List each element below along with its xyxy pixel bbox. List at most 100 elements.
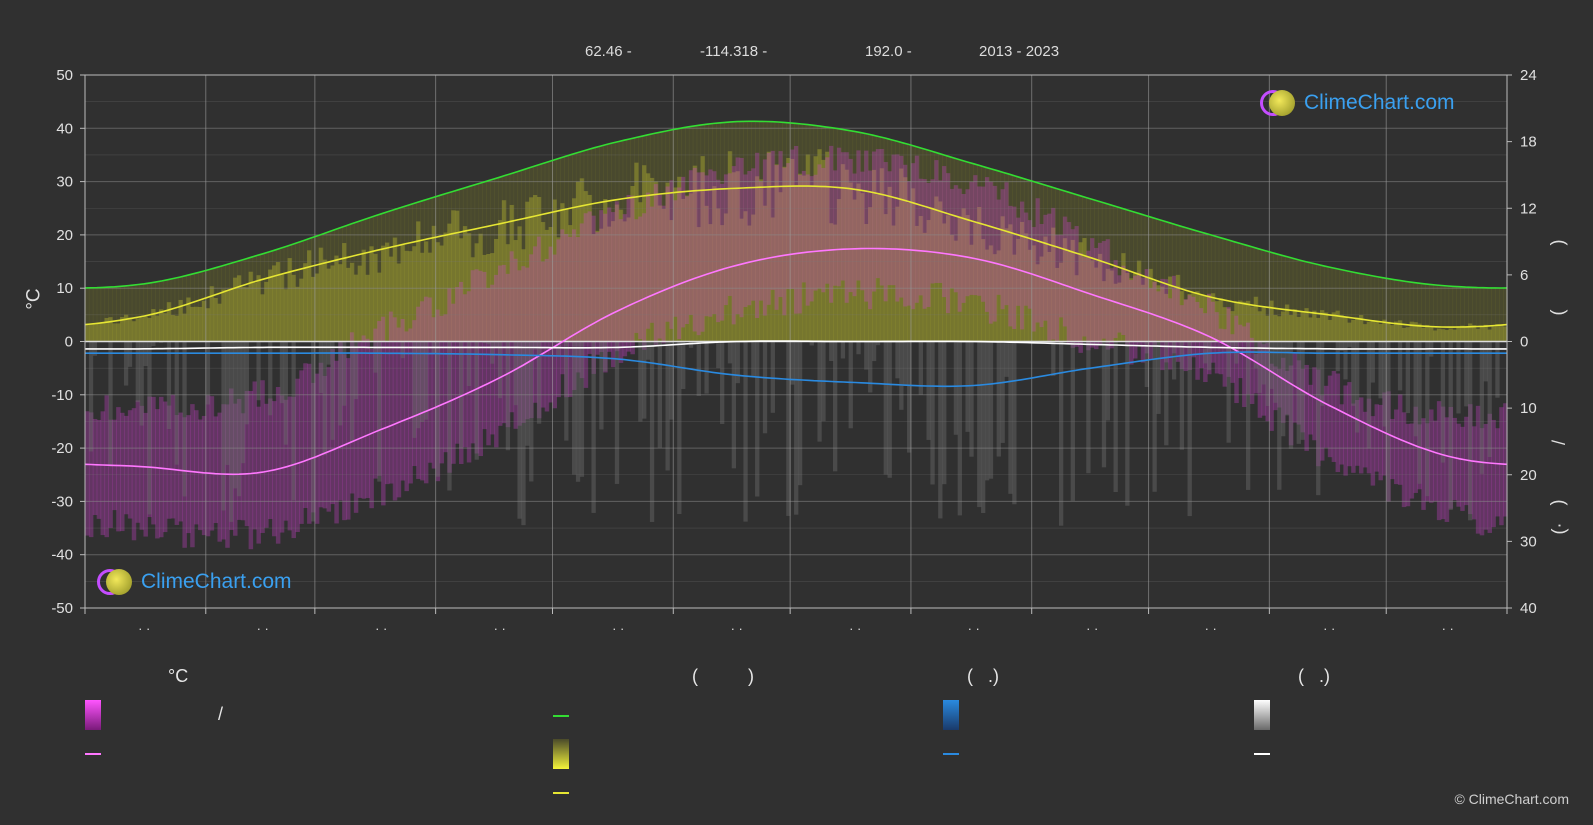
daylight-bar [1218,237,1224,342]
sunshine-bar [778,192,783,342]
sunshine-bar [677,176,682,342]
sunshine-bar [1183,299,1189,342]
precip-bar [1012,341,1017,505]
temp-range-bar [490,284,495,435]
temp-range-bar [1035,198,1041,323]
precip-bar [1171,341,1177,380]
sunshine-bar [642,165,647,342]
precip-bar [1105,341,1111,421]
temp-range-bar [607,207,612,352]
daylight-bar [1382,277,1387,342]
sunshine-bar [334,255,339,342]
sunshine-bar [681,198,686,342]
sunshine-bar [225,289,230,342]
temp-range-bar [521,266,526,423]
temp-range-bar [1316,369,1321,467]
sunshine-bar [883,214,889,342]
sunshine-bar [501,200,507,342]
temp-range-bar [817,164,822,289]
legend-temp-range-swatch [85,700,101,730]
sunshine-bar [423,241,429,342]
sunshine-bar [1004,228,1009,342]
daylight-bar [143,283,148,342]
precip-bar [727,341,733,364]
sunshine-bar [836,199,842,342]
sunshine-bar [244,287,250,342]
temp-range-bar [139,405,145,530]
temp-range-bar [755,152,760,319]
temp-range-bar [1343,385,1348,476]
precip-bar [1370,341,1375,383]
precip-bar [899,341,904,410]
sunshine-bar [1269,300,1274,342]
sunshine-bar [731,172,737,342]
temp-range-bar [1210,301,1216,363]
sunshine-bar [895,206,900,342]
logo-bottom-left: ClimeChart.com [97,567,292,597]
temp-range-bar [977,186,982,296]
sunshine-bar [1168,276,1173,342]
precip-bar [490,341,495,364]
sunshine-bar [1316,317,1321,342]
header-years: 2013 - 2023 [979,43,1060,60]
temp-range-bar [934,160,939,283]
temp-range-bar [1105,239,1111,350]
temp-range-bar [673,200,678,317]
temp-range-bar [961,194,967,303]
temp-range-bar [833,170,838,286]
temp-range-bar [120,412,125,532]
sunshine-bar [1351,319,1356,342]
precip-bar [918,341,924,395]
temp-range-bar [1125,270,1130,345]
y-right-top-tick-label: 18 [1520,134,1537,151]
precip-bar [1355,341,1360,433]
temp-range-bar [536,236,542,419]
daylight-bar [1238,243,1243,342]
sunshine-bar [599,228,604,342]
sunshine-bar [1175,274,1181,342]
temp-range-bar [1097,242,1103,346]
temp-range-bar [201,415,207,536]
sunshine-bar [661,208,667,342]
precip-bar [416,341,421,429]
precip-bar [412,341,417,438]
sunshine-bar [930,207,935,342]
precip-bar [1425,341,1430,497]
temp-range-bar [1253,353,1259,394]
precip-bar [1101,341,1107,468]
sunshine-bar [1238,300,1243,342]
precip-bar [1316,341,1321,496]
sunshine-bar [490,253,495,342]
daylight-bar [1288,257,1294,342]
daylight-bar [1292,258,1298,342]
sunshine-bar [544,229,550,342]
sunshine-bar [310,276,316,342]
sunshine-bar [139,317,145,342]
legend-snow-swatch [1254,700,1270,730]
temp-range-bar [1327,375,1333,458]
sunshine-bar [349,262,355,342]
sunshine-bar [973,223,978,342]
temp-range-bar [618,219,624,363]
sunshine-bar [809,185,815,342]
y-left-tick-label: 30 [56,174,73,191]
y-right-top-tick-label: 12 [1520,200,1537,217]
temp-range-bar [969,181,974,295]
precip-bar [977,341,982,508]
sunshine-bar [248,271,254,342]
temp-range-bar [462,294,468,448]
sunshine-bar [1156,285,1161,342]
sunshine-bar [618,209,624,342]
daylight-bar [112,286,117,342]
sunshine-bar [610,221,616,342]
precip-bar [466,341,472,387]
sunshine-bar [116,323,121,342]
sunshine-bar [1394,321,1399,342]
sunshine-bar [1300,311,1306,342]
temp-range-bar [1464,416,1469,506]
precip-bar [790,341,795,385]
precip-bar [494,341,499,347]
daylight-bar [1269,252,1274,342]
sunshine-bar [1066,251,1072,342]
sunshine-bar [797,173,803,342]
